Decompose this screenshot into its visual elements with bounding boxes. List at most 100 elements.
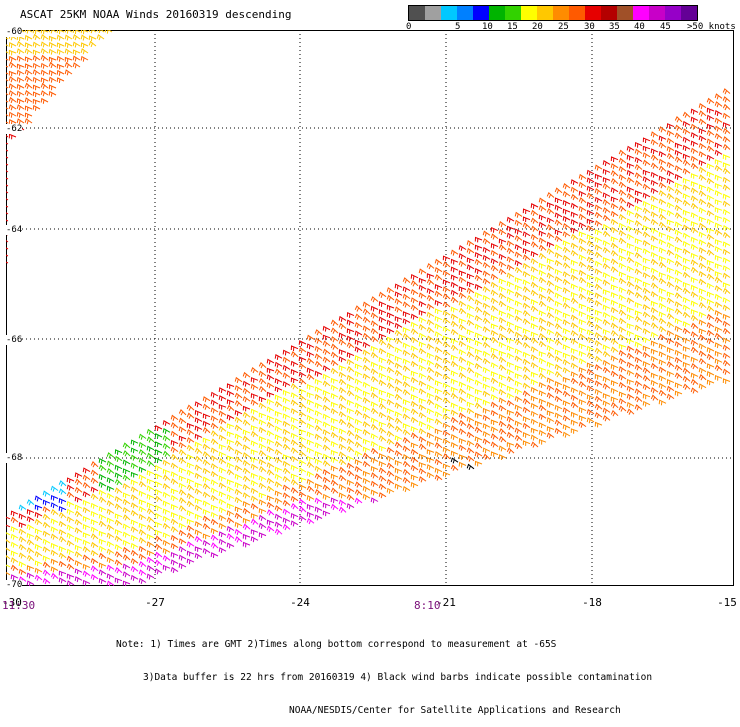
wind-barb: [442, 326, 451, 333]
wind-barb: [298, 506, 307, 513]
wind-barb: [546, 272, 555, 279]
wind-barb: [458, 406, 467, 412]
wind-barb: [82, 481, 91, 489]
wind-barb: [354, 465, 363, 473]
wind-barb: [538, 382, 547, 388]
wind-barb: [234, 512, 243, 519]
wind-barb: [522, 240, 531, 246]
wind-barb: [610, 370, 619, 377]
wind-barb: [402, 311, 411, 317]
wind-barb: [80, 42, 89, 49]
wind-barb: [114, 535, 123, 542]
wind-barb: [210, 438, 219, 445]
wind-barb: [370, 312, 379, 319]
wind-barb: [362, 406, 371, 413]
wind-barb: [458, 245, 467, 252]
wind-barb: [650, 355, 659, 362]
wind-barb: [138, 506, 147, 513]
note-line: Note: 1) Times are GMT 2)Times along bot…: [116, 639, 557, 650]
time-label-left: 11:30: [2, 599, 36, 612]
wind-barb: [386, 408, 395, 414]
wind-barb: [394, 378, 403, 385]
wind-barb: [32, 84, 41, 91]
wind-barb: [114, 559, 123, 566]
wind-barb: [490, 386, 499, 393]
wind-barb: [386, 399, 395, 406]
wind-barb: [250, 425, 259, 431]
wind-barb: [250, 529, 259, 535]
wind-barb: [298, 388, 307, 395]
wind-barb: [56, 55, 65, 62]
wind-barb: [146, 428, 155, 436]
wind-barb: [530, 441, 539, 448]
wind-barb: [474, 442, 483, 449]
wind-barb: [362, 364, 371, 372]
wind-barb: [218, 491, 227, 498]
wind-barb: [538, 332, 547, 340]
wind-barb: [48, 69, 57, 76]
wind-barb: [642, 145, 651, 152]
wind-barb: [298, 340, 307, 346]
wind-barb: [586, 306, 595, 313]
wind-barb: [546, 426, 555, 432]
wind-barb: [66, 540, 75, 547]
wind-barb: [386, 487, 395, 494]
wind-barb: [514, 235, 523, 242]
wind-barb: [530, 418, 539, 425]
wind-barb: [378, 357, 387, 363]
wind-barb: [290, 439, 299, 446]
wind-barb: [32, 41, 41, 48]
wind-barb: [338, 365, 347, 371]
wind-barb: [394, 467, 403, 474]
wind-barb: [346, 374, 355, 382]
wind-barb: [402, 381, 411, 388]
wind-barb: [450, 450, 459, 457]
wind-barb: [418, 404, 427, 411]
wind-barb: [586, 352, 595, 359]
wind-barb: [490, 451, 499, 457]
wind-barb: [410, 400, 419, 408]
wind-barb: [338, 435, 347, 442]
wind-barb: [650, 307, 659, 314]
wind-barb: [72, 34, 81, 41]
wind-barb: [34, 567, 43, 574]
wind-barb: [16, 48, 25, 55]
wind-barb: [186, 550, 195, 557]
wind-barb: [626, 154, 635, 161]
wind-barb: [610, 409, 619, 417]
wind-barb: [354, 370, 363, 377]
wind-barb: [98, 569, 107, 576]
wind-barb: [16, 98, 25, 105]
wind-barb: [282, 420, 291, 427]
wind-barb: [722, 282, 731, 288]
wind-barb: [682, 199, 691, 207]
wind-barb: [578, 222, 587, 229]
wind-barb: [282, 467, 291, 475]
wind-barb: [530, 266, 539, 273]
wind-barb: [450, 249, 459, 256]
wind-barb: [34, 560, 43, 567]
wind-barb: [618, 229, 627, 237]
wind-barb: [706, 266, 715, 273]
wind-barb: [66, 580, 75, 586]
legend-swatch: [569, 6, 585, 20]
wind-barb: [96, 30, 105, 34]
wind-barb: [570, 314, 579, 321]
wind-barb: [354, 409, 363, 416]
wind-barb: [506, 392, 515, 399]
wind-barb: [226, 525, 235, 533]
wind-barb: [466, 455, 475, 462]
wind-barb: [18, 543, 27, 551]
wind-barb: [722, 136, 731, 143]
wind-barb: [578, 254, 587, 261]
wind-barb: [72, 55, 81, 62]
wind-barb: [274, 378, 283, 385]
wind-barb: [418, 357, 427, 364]
wind-barb: [306, 373, 315, 381]
wind-barb: [242, 444, 251, 451]
wind-barb: [650, 204, 659, 211]
wind-barb: [34, 504, 43, 511]
wind-barb: [106, 508, 115, 515]
wind-barb: [570, 202, 579, 209]
wind-barb: [402, 358, 411, 365]
